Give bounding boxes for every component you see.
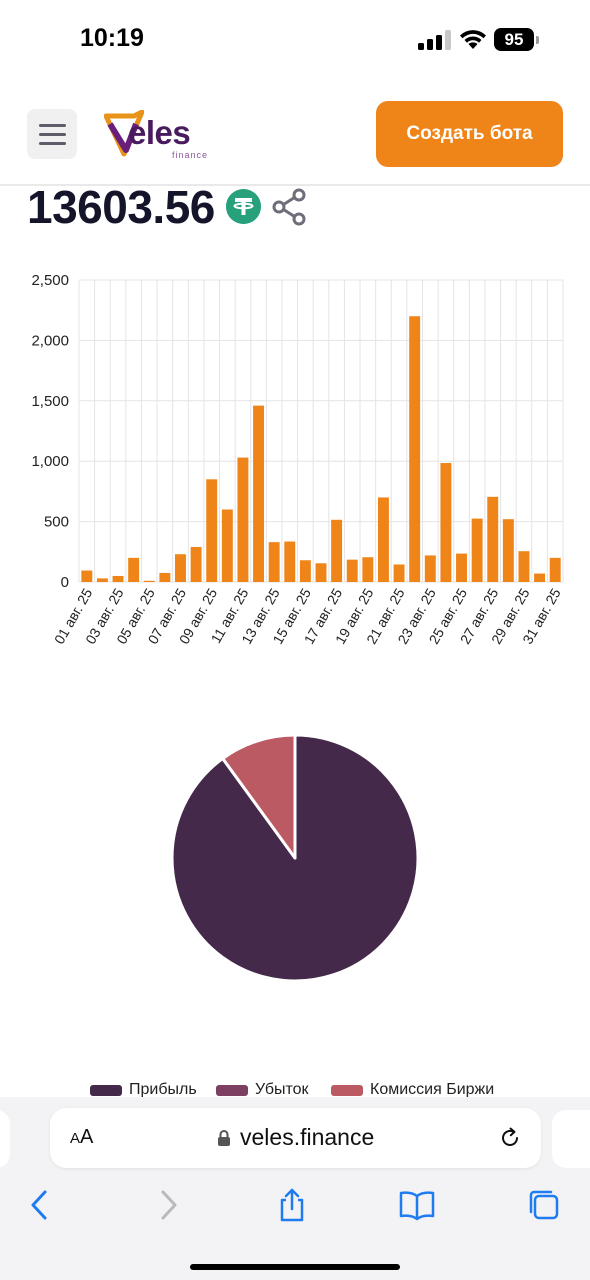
back-icon[interactable] — [22, 1187, 58, 1223]
reload-icon[interactable] — [498, 1126, 522, 1150]
y-tick-label: 2,000 — [31, 332, 69, 349]
bar[interactable] — [159, 572, 171, 582]
veles-logo[interactable]: eles finance — [104, 110, 219, 162]
legend-label: Комиссия Биржи — [370, 1081, 495, 1098]
y-tick-label: 1,500 — [31, 393, 69, 410]
bar[interactable] — [299, 560, 311, 582]
previous-tab-preview[interactable] — [0, 1110, 10, 1168]
bar[interactable] — [456, 553, 467, 582]
lock-icon — [218, 1130, 230, 1146]
y-tick-label: 1,000 — [31, 453, 69, 470]
logo-wordmark: eles — [128, 114, 191, 151]
legend-label: Прибыль — [129, 1081, 197, 1098]
balance-value: 13603.56 — [27, 181, 215, 233]
bar[interactable] — [424, 555, 436, 582]
bar[interactable] — [128, 557, 140, 582]
menu-line-icon — [39, 142, 66, 145]
veles-logo-mark-icon — [104, 110, 144, 157]
bar[interactable] — [190, 546, 202, 582]
battery-indicator: 95 — [494, 28, 540, 51]
forward-icon[interactable] — [150, 1187, 186, 1223]
wifi-icon — [460, 30, 486, 49]
bar[interactable] — [81, 570, 93, 582]
y-tick-label: 500 — [44, 514, 69, 531]
battery-tip — [536, 36, 539, 44]
home-indicator — [190, 1264, 400, 1270]
url-text[interactable]: veles.finance — [240, 1124, 375, 1150]
share-icon[interactable] — [272, 188, 308, 226]
y-tick-label: 2,500 — [31, 272, 69, 289]
bar[interactable] — [393, 564, 405, 582]
profit-loss-pie-chart — [170, 733, 420, 983]
tether-icon — [226, 189, 261, 224]
text-size-small-a: A — [70, 1130, 81, 1147]
bar[interactable] — [175, 554, 186, 582]
bar[interactable] — [315, 563, 327, 582]
tabs-icon[interactable] — [526, 1187, 562, 1223]
bar[interactable] — [112, 575, 124, 582]
bar[interactable] — [284, 541, 296, 582]
bar[interactable] — [206, 479, 218, 582]
y-tick-label: 0 — [61, 574, 69, 591]
pie-legend: Прибыль Убыток Комиссия Биржи — [90, 1080, 590, 1100]
browser-nav-row — [0, 1187, 590, 1227]
bar[interactable] — [237, 457, 249, 582]
bar[interactable] — [143, 580, 155, 582]
bar[interactable] — [502, 519, 514, 582]
bar[interactable] — [549, 557, 561, 582]
bar[interactable] — [221, 509, 233, 582]
address-bar[interactable]: AA veles.finance — [50, 1108, 541, 1168]
bar[interactable] — [409, 316, 421, 582]
hamburger-menu-button[interactable] — [27, 109, 77, 159]
bar[interactable] — [534, 573, 546, 582]
share-sheet-icon[interactable] — [274, 1187, 310, 1223]
bar[interactable] — [268, 542, 280, 582]
bar[interactable] — [362, 557, 374, 582]
logo-subtitle: finance — [172, 150, 209, 160]
legend-swatch — [90, 1085, 122, 1096]
legend-swatch — [331, 1085, 363, 1096]
create-bot-button[interactable]: Создать бота — [376, 101, 563, 167]
legend-swatch — [216, 1085, 248, 1096]
bar[interactable] — [440, 463, 452, 582]
bar[interactable] — [331, 519, 343, 582]
bar[interactable] — [377, 497, 389, 582]
bookmarks-icon[interactable] — [399, 1187, 435, 1223]
text-size-large-a: A — [80, 1126, 94, 1148]
status-time: 10:19 — [80, 24, 144, 52]
browser-toolbar: AA veles.finance — [0, 1097, 590, 1280]
next-tab-preview[interactable] — [552, 1110, 590, 1168]
cellular-signal-icon — [418, 30, 451, 50]
bar[interactable] — [487, 496, 499, 582]
legend-label: Убыток — [255, 1081, 309, 1098]
bar[interactable] — [96, 578, 108, 582]
site-header: eles finance Создать бота — [0, 92, 590, 186]
menu-line-icon — [39, 133, 66, 136]
text-size-button[interactable]: AA — [70, 1126, 93, 1149]
bar[interactable] — [471, 518, 483, 582]
battery-level: 95 — [494, 28, 534, 51]
status-bar: 10:19 95 — [0, 0, 590, 80]
bar[interactable] — [518, 551, 530, 582]
menu-line-icon — [39, 124, 66, 127]
bar[interactable] — [253, 405, 265, 582]
pie-slice[interactable] — [221, 733, 297, 860]
bar[interactable] — [346, 559, 358, 582]
